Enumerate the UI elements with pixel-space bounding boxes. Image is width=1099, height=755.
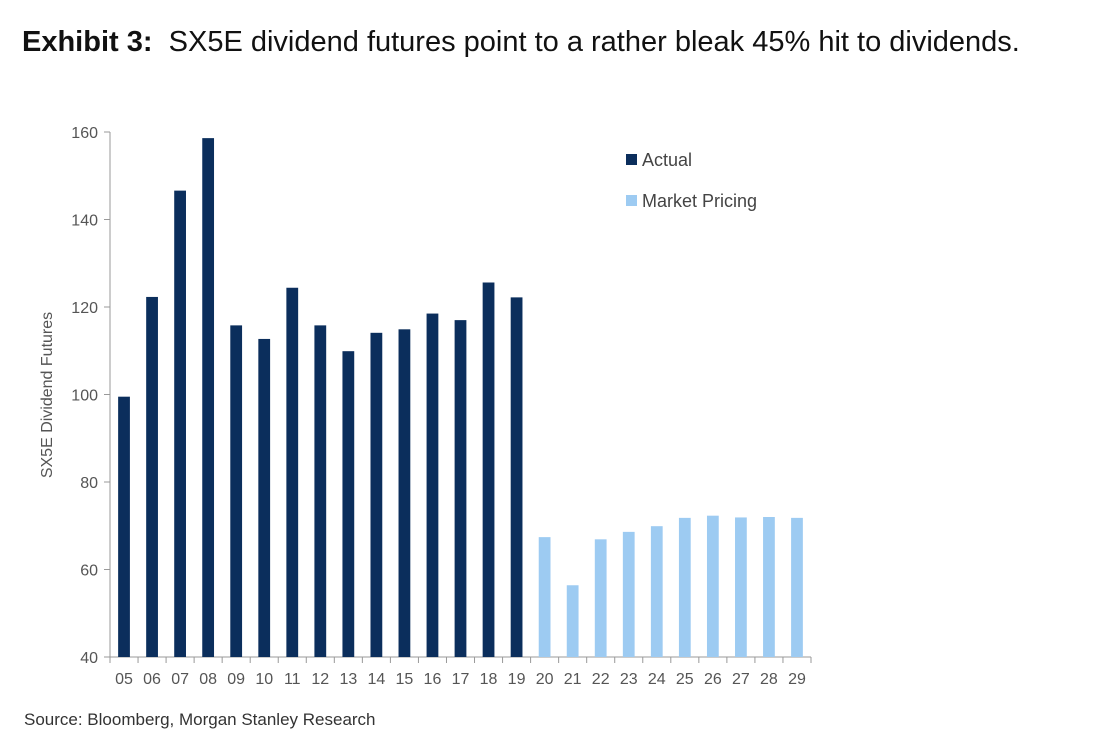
bar-actual-11 [286,287,299,657]
x-tick-label: 10 [255,671,273,688]
x-tick-label: 14 [367,671,385,688]
x-tick-label: 20 [536,671,554,688]
bar-market-pricing-20 [538,537,551,657]
bar-actual-18 [482,282,495,657]
source-note: Source: Bloomberg, Morgan Stanley Resear… [24,710,376,729]
exhibit-label: Exhibit 3: [22,26,153,58]
bar-market-pricing-21 [566,585,579,657]
bar-chart: 40 60 80 100 120 140 160 05 06 07 08 09 10 11 12 13 14 1… [39,125,812,688]
bar-actual-17 [454,320,467,657]
y-axis: 40 60 80 100 120 140 160 [71,125,111,667]
legend-label: Actual [642,150,692,170]
y-tick-label: 100 [71,388,98,405]
x-tick-label: 29 [788,671,806,688]
bar-market-pricing-25 [678,517,691,657]
bar-market-pricing-26 [706,515,719,657]
bars [118,138,803,657]
y-axis-label: SX5E Dividend Futures [39,312,56,478]
bar-market-pricing-29 [791,517,803,657]
x-tick-label: 17 [452,671,470,688]
bar-market-pricing-28 [763,517,775,657]
bar-market-pricing-24 [650,526,663,657]
x-tick-label: 11 [284,671,301,688]
x-tick-label: 18 [480,671,498,688]
legend-label: Market Pricing [642,191,757,211]
x-tick-label: 09 [227,671,245,688]
chart-title: Exhibit 3: SX5E dividend futures point t… [22,22,1072,62]
bar-actual-19 [510,297,523,657]
x-tick-label: 25 [676,671,694,688]
bar-actual-08 [202,138,215,657]
x-tick-label: 07 [171,671,189,688]
bar-actual-14 [370,332,383,657]
bar-actual-07 [174,190,186,657]
y-tick-label: 120 [71,300,98,317]
title-text: SX5E dividend futures point to a rather … [168,26,1020,58]
x-tick-label: 22 [592,671,610,688]
x-tick-label: 24 [648,671,666,688]
x-tick-label: 21 [564,671,582,688]
x-tick-label: 15 [396,671,414,688]
legend-swatch [626,154,637,165]
bar-actual-05 [118,396,130,657]
bar-actual-12 [314,325,327,657]
x-tick-label: 28 [760,671,778,688]
y-tick-label: 40 [80,650,98,667]
x-tick-label: 06 [143,671,161,688]
y-tick-label: 140 [71,213,98,230]
bar-actual-06 [146,296,158,657]
x-axis: 05 06 07 08 09 10 11 12 13 14 15 16 17 18 19 20 21 22 23 24… [109,656,812,688]
bar-actual-10 [258,338,271,657]
x-tick-label: 19 [508,671,526,688]
bar-actual-16 [426,313,439,657]
x-tick-label: 26 [704,671,722,688]
y-tick-label: 80 [80,475,98,492]
x-tick-label: 08 [199,671,217,688]
bar-market-pricing-23 [622,531,635,657]
bar-actual-15 [398,329,411,657]
x-tick-label: 27 [732,671,750,688]
bar-market-pricing-27 [735,517,747,657]
bar-market-pricing-22 [594,539,607,657]
bar-actual-13 [342,351,355,657]
bar-actual-09 [230,325,243,657]
x-tick-label: 12 [311,671,329,688]
y-tick-label: 60 [80,563,98,580]
legend: Actual Market Pricing [626,150,757,211]
x-tick-label: 16 [424,671,442,688]
x-tick-label: 23 [620,671,638,688]
legend-swatch [626,195,637,206]
x-tick-label: 13 [339,671,357,688]
y-tick-label: 160 [71,125,98,142]
x-tick-label: 05 [115,671,133,688]
